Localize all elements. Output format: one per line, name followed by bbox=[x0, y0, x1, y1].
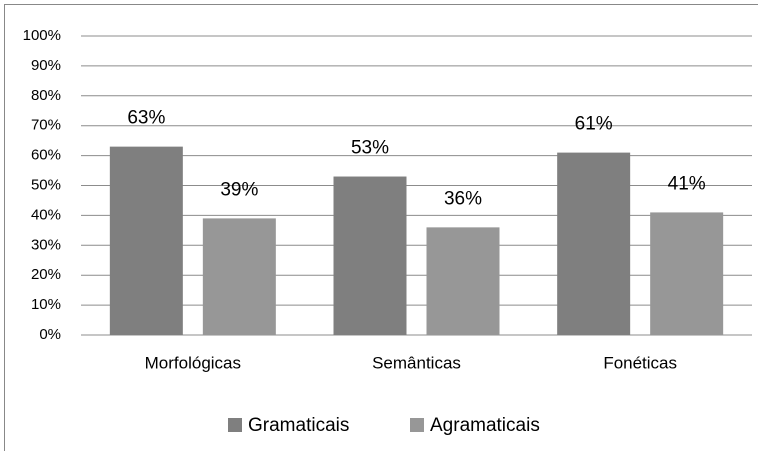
bar bbox=[426, 227, 500, 335]
y-tick-label: 90% bbox=[31, 57, 61, 74]
legend-swatch bbox=[410, 418, 424, 432]
y-tick-label: 40% bbox=[31, 206, 61, 223]
data-label: 39% bbox=[220, 179, 258, 200]
y-tick-label: 30% bbox=[31, 236, 61, 253]
y-tick-label: 80% bbox=[31, 87, 61, 104]
y-tick-label: 50% bbox=[31, 176, 61, 193]
data-label: 61% bbox=[575, 114, 613, 135]
legend-label: Gramaticais bbox=[248, 415, 349, 436]
bar bbox=[202, 218, 276, 335]
bar bbox=[650, 212, 724, 335]
bar bbox=[109, 146, 183, 335]
bar bbox=[333, 176, 407, 335]
x-tick-label: Fonéticas bbox=[603, 353, 677, 372]
bar bbox=[557, 152, 631, 335]
y-tick-label: 20% bbox=[31, 266, 61, 283]
legend-label: Agramaticais bbox=[430, 415, 540, 436]
y-tick-label: 0% bbox=[39, 326, 61, 343]
y-tick-label: 100% bbox=[23, 27, 61, 44]
data-label: 63% bbox=[127, 108, 165, 129]
x-tick-label: Morfológicas bbox=[145, 353, 241, 372]
y-tick-label: 70% bbox=[31, 117, 61, 134]
x-tick-label: Semânticas bbox=[372, 353, 461, 372]
data-label: 53% bbox=[351, 138, 389, 159]
y-tick-label: 10% bbox=[31, 296, 61, 313]
data-label: 36% bbox=[444, 188, 482, 209]
data-label: 41% bbox=[668, 173, 706, 194]
y-tick-label: 60% bbox=[31, 147, 61, 164]
legend-swatch bbox=[228, 418, 242, 432]
